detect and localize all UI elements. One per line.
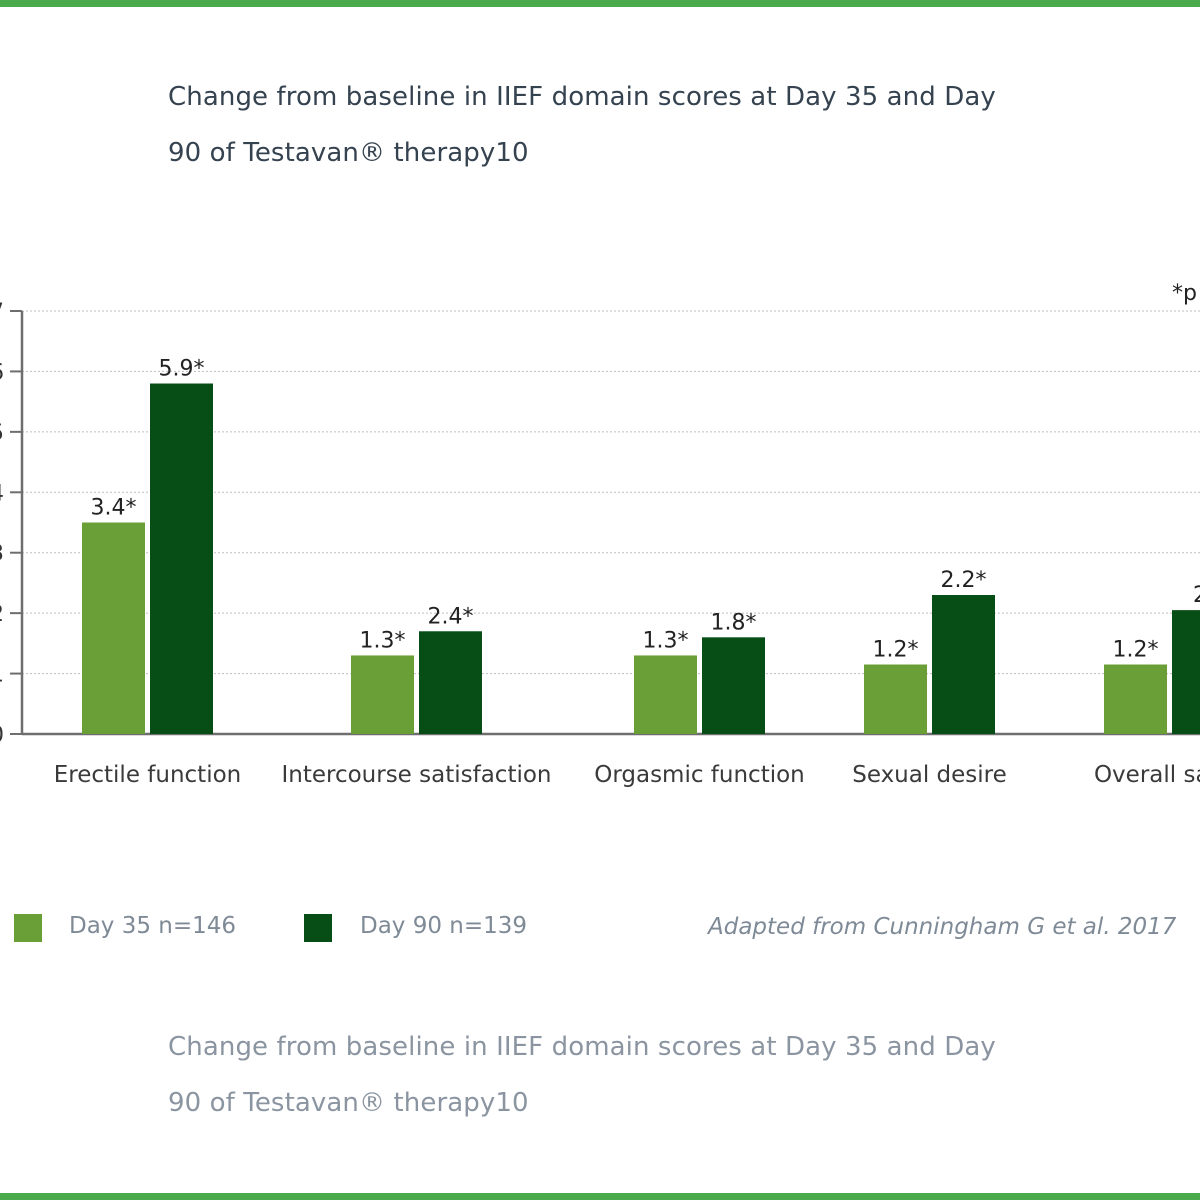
data-labels: 3.4* 5.9* Erectile function 1.3* 2.4* Interco… [54,357,1200,788]
bar-day90 [1172,610,1200,734]
bar-day35 [82,522,145,734]
x-category-label: Sexual desire [852,762,1007,788]
legend-swatch-day35 [14,914,42,942]
bar-value-label: 2.4* [428,604,474,629]
bar-value-label: 1.8* [711,610,757,635]
bottom-border [0,1193,1200,1200]
legend-label-day35: Day 35 n=146 [69,913,237,939]
bar-value-label: 2. [1193,583,1200,608]
bar-chart: 0 1 2 3 4 5 6 7 3.4* 5.9* Erectile function 1.3* 2.… [0,281,1200,788]
chart-title-line-1: Change from baseline in IIEF domain scor… [168,82,996,112]
top-border [0,0,1200,7]
x-category-label: Overall satisf [1094,762,1200,788]
bar-value-label: 2.2* [941,568,987,593]
bar-value-label: 1.2* [1113,638,1159,663]
y-tick-label: 3 [0,542,4,567]
chart-title-line-2: 90 of Testavan® therapy10 [168,138,529,168]
y-tick-label: 6 [0,360,4,385]
y-tick-label: 5 [0,421,4,446]
source-citation: Adapted from Cunningham G et al. 2017 [708,914,1177,940]
y-tick-label: 1 [0,663,4,688]
bar-day35 [634,655,697,734]
y-tick-label: 0 [0,723,4,748]
bar-day90 [932,595,995,734]
caption-line-1: Change from baseline in IIEF domain scor… [168,1032,996,1062]
bar-value-label: 5.9* [159,357,205,382]
bar-value-label: 1.2* [873,638,919,663]
bar-day35 [1104,664,1167,734]
y-tick-label: 4 [0,481,4,506]
significance-note: *p [1172,281,1197,306]
bar-value-label: 1.3* [643,628,689,653]
caption-line-2: 90 of Testavan® therapy10 [168,1088,529,1118]
bar-value-label: 1.3* [360,628,406,653]
x-category-label: Orgasmic function [594,762,805,788]
bar-day90 [150,383,213,734]
legend-label-day90: Day 90 n=139 [360,913,528,939]
legend-swatch-day90 [304,914,332,942]
x-category-label: Erectile function [54,762,242,788]
bar-day90 [419,631,482,734]
gridlines [22,310,1200,675]
axes: 0 1 2 3 4 5 6 7 [0,300,1200,748]
y-tick-label: 7 [0,300,4,325]
bar-day90 [702,637,765,734]
bars [82,383,1200,734]
y-tick-label: 2 [0,602,4,627]
x-category-label: Intercourse satisfaction [281,762,551,788]
bar-value-label: 3.4* [91,496,137,521]
bar-day35 [864,664,927,734]
bar-day35 [351,655,414,734]
